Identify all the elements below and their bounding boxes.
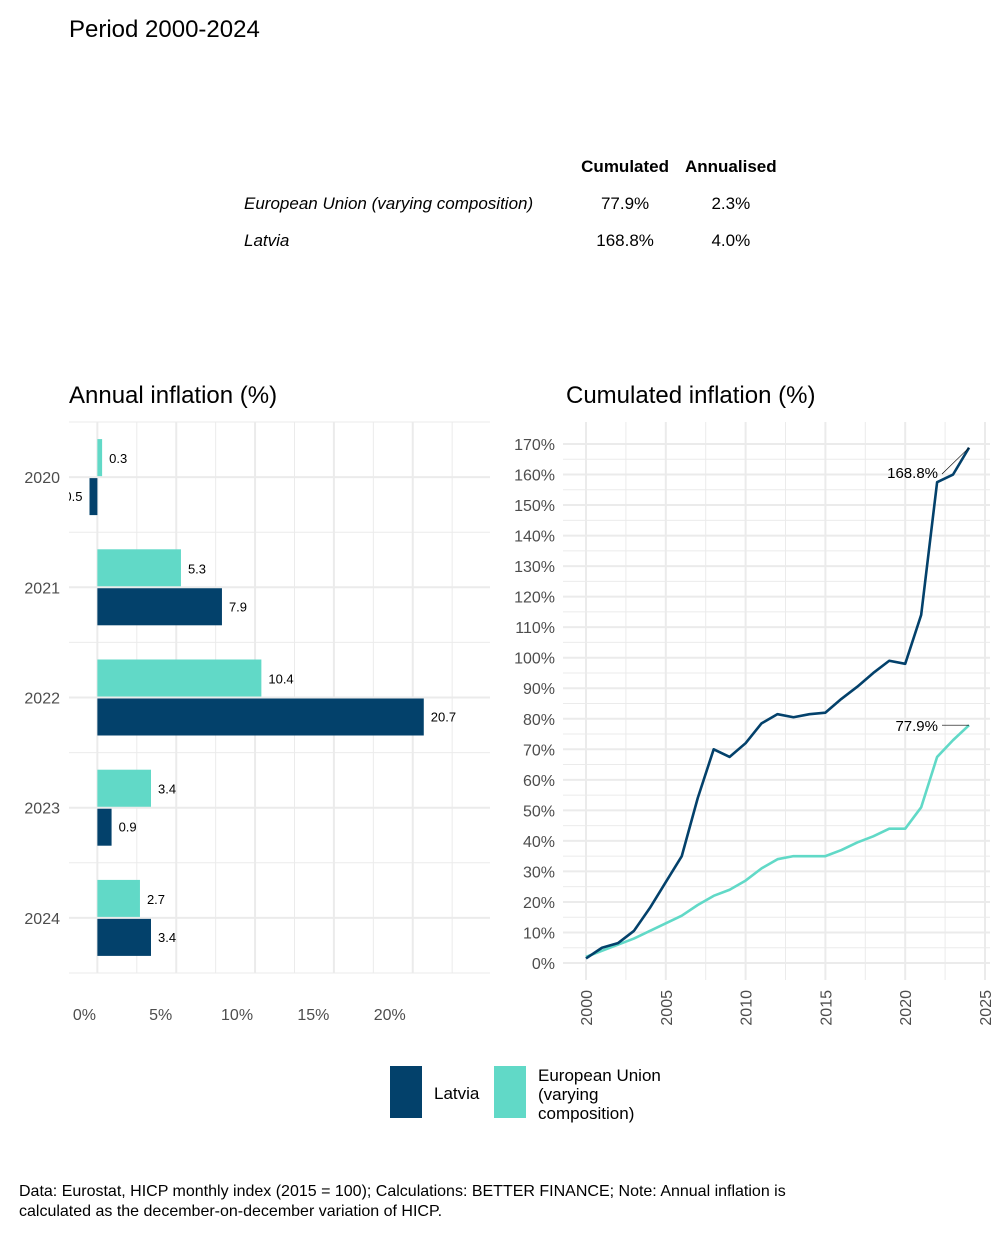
y-tick-label: 2024 xyxy=(24,911,60,928)
y-tick-label: 2020 xyxy=(24,470,60,487)
row-cumulated: 77.9% xyxy=(600,193,650,213)
x-tick-label: 2010 xyxy=(739,990,756,1026)
bars: 0.3 -0.5 5.3 7.9 10.4 20.7 3.4 0.9 2.7 3.4 xyxy=(60,439,456,956)
data-label: 3.4 xyxy=(158,782,176,797)
y-tick-label: 40% xyxy=(523,834,555,851)
y-tick-label: 20% xyxy=(523,895,555,912)
data-label: 3.4 xyxy=(158,930,176,945)
end-label-latvia: 168.8% xyxy=(887,465,938,482)
table-row: European Union (varying composition) 77.… xyxy=(236,185,785,222)
table-header-empty xyxy=(236,148,573,185)
bar-latvia xyxy=(97,807,112,846)
y-tick-label: 140% xyxy=(514,529,555,546)
summary-table: Cumulated Annualised European Union (var… xyxy=(236,148,785,259)
data-label: 20.7 xyxy=(431,710,456,725)
y-tick-label: 90% xyxy=(523,681,555,698)
data-label: 0.9 xyxy=(119,820,137,835)
table-header-cumulated: Cumulated xyxy=(581,156,669,176)
line-chart-title: Cumulated inflation (%) xyxy=(566,382,816,409)
y-tick-label: 80% xyxy=(523,712,555,729)
row-label: Latvia xyxy=(244,230,290,250)
bar-latvia xyxy=(97,587,222,626)
legend-label-latvia: Latvia xyxy=(434,1084,480,1103)
x-tick-label: 2015 xyxy=(818,990,835,1026)
data-label: 5.3 xyxy=(188,561,206,576)
data-label: 10.4 xyxy=(268,672,293,687)
x-tick-label: 20% xyxy=(374,1007,406,1024)
bar-eu xyxy=(97,769,151,808)
y-tick-label: 0% xyxy=(532,956,555,973)
legend-swatch-latvia xyxy=(390,1066,422,1118)
x-tick-label: 2025 xyxy=(978,990,995,1026)
data-label: 7.9 xyxy=(229,599,247,614)
bar-latvia xyxy=(97,697,424,736)
y-tick-label: 150% xyxy=(514,498,555,515)
row-annualised: 4.0% xyxy=(711,230,751,250)
legend-label-eu: European Union (varying composition) xyxy=(538,1066,661,1123)
end-label-eu: 77.9% xyxy=(895,718,938,735)
y-tick-label: 60% xyxy=(523,773,555,790)
data-label: -0.5 xyxy=(60,489,82,504)
x-tick-label: 10% xyxy=(221,1007,253,1024)
label-leader-latvia xyxy=(941,447,970,475)
data-label: 0.3 xyxy=(109,451,127,466)
footnote: Data: Eurostat, HICP monthly index (2015… xyxy=(19,1183,786,1220)
bar-chart-title: Annual inflation (%) xyxy=(69,382,278,409)
bar-chart: 0.3 -0.5 5.3 7.9 10.4 20.7 3.4 0.9 2.7 3.4 2020 202… xyxy=(24,421,490,1024)
table-row: Latvia 168.8% 4.0% xyxy=(236,222,785,259)
row-label: European Union (varying composition) xyxy=(244,193,534,213)
y-tick-label: 110% xyxy=(515,620,555,637)
x-tick-label: 2020 xyxy=(898,990,915,1026)
y-tick-label: 2022 xyxy=(24,691,60,708)
row-annualised: 2.3% xyxy=(711,193,751,213)
y-tick-label: 130% xyxy=(514,559,555,576)
y-tick-label: 2021 xyxy=(24,580,60,597)
bar-latvia xyxy=(89,477,98,516)
y-tick-label: 120% xyxy=(514,590,555,607)
y-tick-label: 160% xyxy=(514,468,555,485)
legend-swatch-eu xyxy=(494,1066,526,1118)
x-tick-label: 0% xyxy=(73,1007,96,1024)
x-tick-label: 5% xyxy=(149,1007,172,1024)
row-cumulated: 168.8% xyxy=(596,230,654,250)
line-eu xyxy=(585,724,970,959)
y-tick-label: 2023 xyxy=(24,801,60,818)
y-tick-label: 100% xyxy=(514,651,555,668)
y-tick-label: 10% xyxy=(523,925,555,942)
x-tick-label: 2005 xyxy=(659,990,676,1026)
page-title: Period 2000-2024 xyxy=(69,16,260,43)
x-tick-label: 2000 xyxy=(579,990,596,1026)
y-tick-label: 50% xyxy=(523,803,555,820)
table-header-annualised: Annualised xyxy=(685,156,777,176)
bar-eu xyxy=(97,879,140,918)
data-label: 2.7 xyxy=(147,892,165,907)
table-header-row: Cumulated Annualised xyxy=(236,148,785,185)
bar-eu xyxy=(97,439,103,478)
bar-eu xyxy=(97,549,181,588)
line-chart: 0% 10% 20% 30% 40% 50% 60% 70% 80% 90% 100% 110% 120… xyxy=(514,422,995,1026)
bar-latvia xyxy=(97,917,151,956)
bar-eu xyxy=(97,659,262,698)
y-tick-label: 170% xyxy=(514,437,555,454)
x-tick-label: 15% xyxy=(297,1007,329,1024)
line-latvia xyxy=(585,446,971,960)
y-tick-label: 30% xyxy=(523,864,555,881)
y-tick-label: 70% xyxy=(523,742,555,759)
